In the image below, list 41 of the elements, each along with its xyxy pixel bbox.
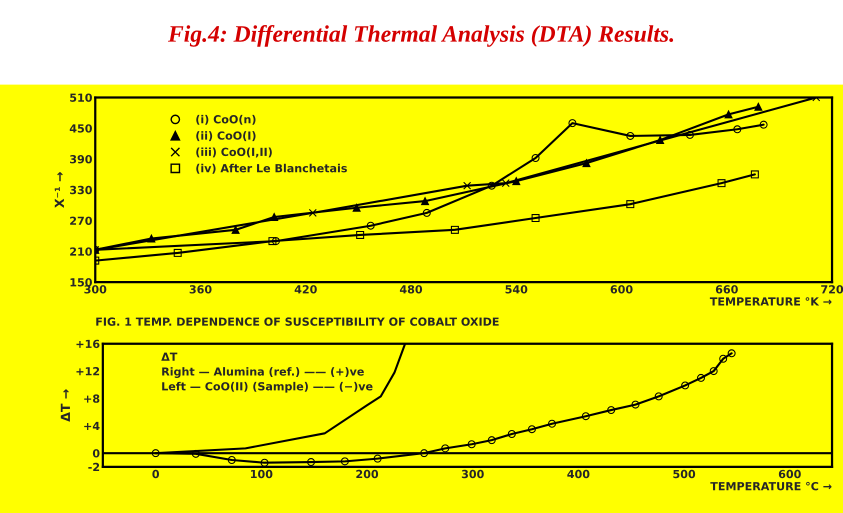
x-tick-label: 600 xyxy=(610,285,633,294)
annotation: ΔT xyxy=(161,352,178,361)
annotation: Right — Alumina (ref.) —— (+)ve xyxy=(162,367,364,378)
legend-label: (iii) CoO(I,II) xyxy=(196,147,272,158)
x-tick-label: 100 xyxy=(251,470,272,478)
x-tick-label: 360 xyxy=(190,285,212,294)
y-tick-label: 270 xyxy=(70,216,92,225)
legend-label: (ii) CoO(I) xyxy=(196,131,256,142)
x-tick-label: 200 xyxy=(356,470,378,478)
y-axis-title: ΔT → xyxy=(60,389,70,422)
y-tick-label: -2 xyxy=(88,462,100,472)
caption: FIG. 1 TEMP. DEPENDENCE OF SUSCEPTIBILITY OF COBALT OXIDE xyxy=(96,317,499,326)
y-tick-label: +12 xyxy=(76,367,100,376)
y-tick-label: +8 xyxy=(84,394,100,403)
annotation: Left — CoO(II) (Sample) —— (−)ve xyxy=(162,382,373,393)
y-tick-label: 390 xyxy=(70,155,92,164)
y-axis-title: X⁻¹ → xyxy=(54,172,64,208)
y-tick-label: 210 xyxy=(70,247,92,256)
y-tick-label: +16 xyxy=(76,340,100,348)
x-tick-label: 500 xyxy=(673,470,696,478)
x-tick-label: 400 xyxy=(567,470,590,478)
x-tick-label: 300 xyxy=(84,285,106,294)
legend-label: (iv) After Le Blanchetais xyxy=(196,164,347,174)
chart-title: Fig.4: Differential Thermal Analysis (DTA) Results. xyxy=(168,25,674,47)
x-tick-label: 540 xyxy=(506,285,528,294)
x-tick-label: 660 xyxy=(716,285,738,294)
y-tick-label: 510 xyxy=(70,93,92,102)
y-tick-label: 150 xyxy=(70,278,92,287)
x-axis-title: TEMPERATURE °K → xyxy=(710,297,832,306)
y-tick-label: 0 xyxy=(92,449,100,458)
x-tick-label: 300 xyxy=(462,470,484,478)
x-axis-title: TEMPERATURE °C → xyxy=(710,482,832,490)
y-tick-label: 330 xyxy=(70,186,92,194)
x-tick-label: 0 xyxy=(152,470,160,478)
x-tick-label: 420 xyxy=(294,285,317,294)
x-tick-label: 480 xyxy=(400,285,422,294)
legend-label: (i) CoO(n) xyxy=(196,114,256,125)
y-tick-label: +4 xyxy=(84,422,100,430)
x-tick-label: 600 xyxy=(778,470,801,478)
x-tick-label: 720 xyxy=(821,285,843,294)
y-tick-label: 450 xyxy=(70,124,92,133)
